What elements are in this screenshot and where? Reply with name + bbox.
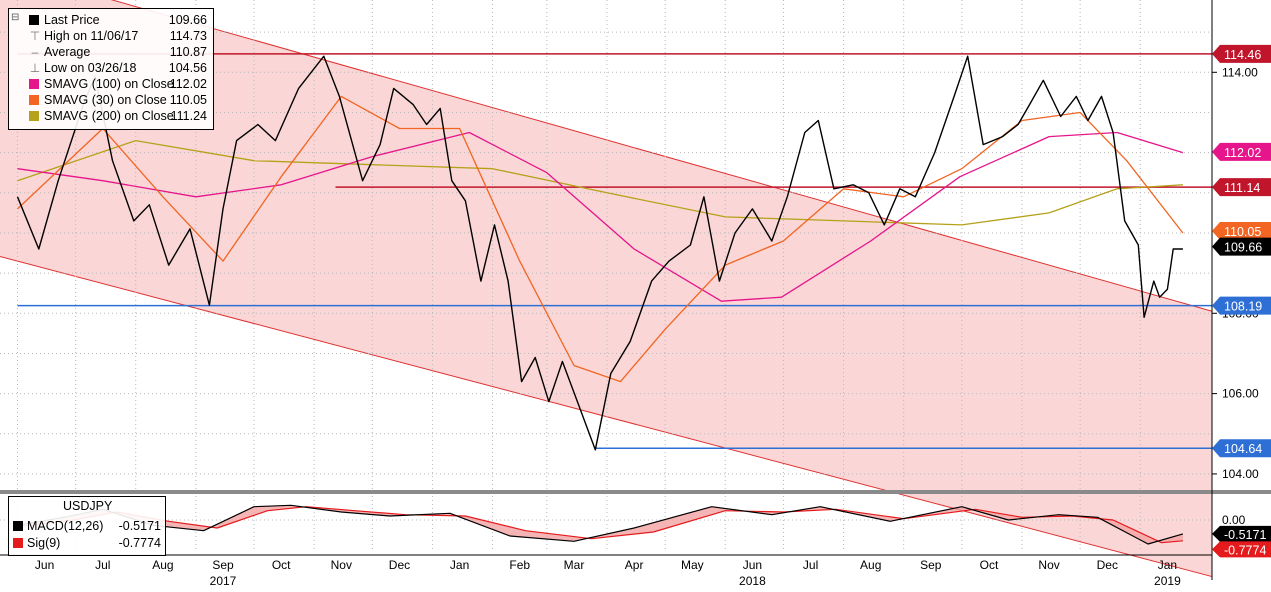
- price-tag-label: 112.02: [1224, 146, 1261, 160]
- x-axis: Jun Jul Aug Sep Oct Nov Dec Jan Feb Mar Apr May Jun J…: [0, 554, 1212, 588]
- x-tick-label: Jul: [95, 558, 110, 572]
- price-tag: [1212, 237, 1271, 256]
- legend-value: 109.66: [168, 13, 207, 27]
- price-tag: [1212, 221, 1271, 240]
- price-tag: [1212, 296, 1271, 315]
- macd-legend-title: USDJPY: [63, 499, 113, 513]
- legend-value: 104.56: [168, 61, 207, 75]
- x-tick-label: Oct: [980, 558, 999, 572]
- legend-value: 110.05: [169, 93, 207, 107]
- x-year-label: 2019: [1154, 574, 1181, 588]
- macd-legend-row-signal: Sig(9) -0.7774: [13, 535, 163, 551]
- price-tag-label: 104.64: [1224, 442, 1262, 456]
- legend-swatch: [29, 79, 39, 89]
- signal-legend-label: Sig(9): [27, 536, 61, 550]
- last-price-line: [16, 55, 1183, 451]
- price-tag-label: 109.66: [1224, 241, 1262, 255]
- macd-pane: 0.00-0.5171-0.7774: [0, 496, 1271, 558]
- x-tick-label: Apr: [625, 558, 644, 572]
- macd-tag-label: -0.5171: [1224, 528, 1266, 542]
- x-tick-label: Sep: [920, 558, 942, 572]
- price-tag: [1212, 44, 1271, 63]
- signal-swatch: [13, 538, 23, 548]
- legend-row: SMAVG (200) on Close 111.24: [9, 108, 213, 124]
- x-tick-label: Jan: [1158, 558, 1177, 572]
- price-tag: [1212, 439, 1271, 458]
- smavg-200-line: [17, 139, 1183, 226]
- x-tick-label: Jun: [35, 558, 54, 572]
- price-tag-label: 111.14: [1224, 181, 1260, 195]
- legend-label: Low on 03/26/18: [44, 61, 137, 75]
- smavg-100-line: [17, 131, 1184, 302]
- x-tick-label: Aug: [860, 558, 881, 572]
- signal-legend-value: -0.7774: [118, 536, 161, 550]
- macd-signal-fill: [17, 505, 1183, 544]
- price-tick-label: 114.00: [1222, 65, 1258, 79]
- price-tick-label: 104.00: [1222, 467, 1259, 481]
- macd-tick-label: 0.00: [1222, 513, 1246, 527]
- avg-marker-icon: –: [31, 45, 39, 59]
- x-tick-label: Jan: [450, 558, 469, 572]
- legend-label: SMAVG (100) on Close: [44, 77, 174, 91]
- low-marker-icon: ⊥: [29, 61, 41, 75]
- x-tick-label: Nov: [331, 558, 352, 572]
- legend-swatch: [29, 95, 39, 105]
- macd-legend: USDJPY MACD(12,26) -0.5171 Sig(9) -0.777…: [8, 496, 166, 556]
- macd-tag: [1212, 541, 1271, 558]
- macd-line: [17, 504, 1184, 545]
- x-tick-label: Oct: [272, 558, 291, 572]
- legend-value: 110.87: [169, 45, 207, 59]
- macd-tag: [1212, 525, 1271, 542]
- price-tag-label: 114.46: [1224, 48, 1261, 62]
- macd-legend-label: MACD(12,26): [27, 519, 104, 533]
- legend-row: ⊤ High on 11/06/17 114.73: [9, 28, 213, 44]
- legend-row: SMAVG (100) on Close 112.02: [9, 76, 213, 92]
- legend-collapse-icon[interactable]: ⊟: [11, 12, 20, 23]
- channel-lower-line: [0, 255, 1213, 578]
- legend-label: High on 11/06/17: [44, 29, 139, 43]
- macd-swatch: [13, 521, 23, 531]
- x-year-label: 2018: [739, 574, 766, 588]
- channel-fill: [0, 0, 1212, 577]
- x-tick-label: Aug: [152, 558, 173, 572]
- macd-tag-label: -0.7774: [1224, 543, 1266, 557]
- price-tag-label: 110.05: [1224, 225, 1261, 239]
- macd-legend-value: -0.5171: [118, 519, 161, 533]
- legend-value: 112.02: [169, 77, 207, 91]
- legend-swatch: [29, 111, 39, 121]
- x-tick-label: Dec: [389, 558, 410, 572]
- legend-row: SMAVG (30) on Close 110.05: [9, 92, 213, 108]
- legend-value: 114.73: [169, 29, 207, 43]
- legend-row: ⊥ Low on 03/26/18 104.56: [9, 60, 213, 76]
- price-tag: [1212, 142, 1271, 161]
- price-tick-label: 106.00: [1222, 387, 1259, 401]
- x-tick-label: Nov: [1038, 558, 1059, 572]
- legend-row: – Average 110.87: [9, 44, 213, 60]
- pane-separator: [0, 490, 1271, 494]
- legend-value: 111.24: [170, 109, 207, 123]
- legend-label: Last Price: [44, 13, 100, 27]
- x-tick-label: Jun: [743, 558, 762, 572]
- x-tick-label: May: [681, 558, 704, 572]
- price-pane: 104.00106.00108.00114.00114.46112.02111.…: [0, 0, 1271, 580]
- legend-label: Average: [44, 45, 91, 59]
- high-marker-icon: ⊤: [29, 29, 41, 43]
- x-tick-label: Dec: [1097, 558, 1118, 572]
- x-year-label: 2017: [210, 574, 237, 588]
- x-tick-label: Mar: [564, 558, 585, 572]
- legend-label: SMAVG (200) on Close: [44, 109, 174, 123]
- price-legend: ⊟ Last Price 109.66 ⊤ High on 11/06/17 114.7…: [8, 8, 214, 130]
- macd-legend-row-macd: MACD(12,26) -0.5171: [13, 518, 163, 534]
- price-tag-label: 108.19: [1224, 300, 1262, 314]
- price-tag: [1212, 178, 1271, 197]
- legend-row: Last Price 109.66: [9, 12, 213, 28]
- x-tick-label: Feb: [509, 558, 530, 572]
- x-tick-label: Sep: [212, 558, 234, 572]
- legend-label: SMAVG (30) on Close: [44, 93, 167, 107]
- x-tick-label: Jul: [803, 558, 818, 572]
- legend-swatch: [29, 15, 39, 25]
